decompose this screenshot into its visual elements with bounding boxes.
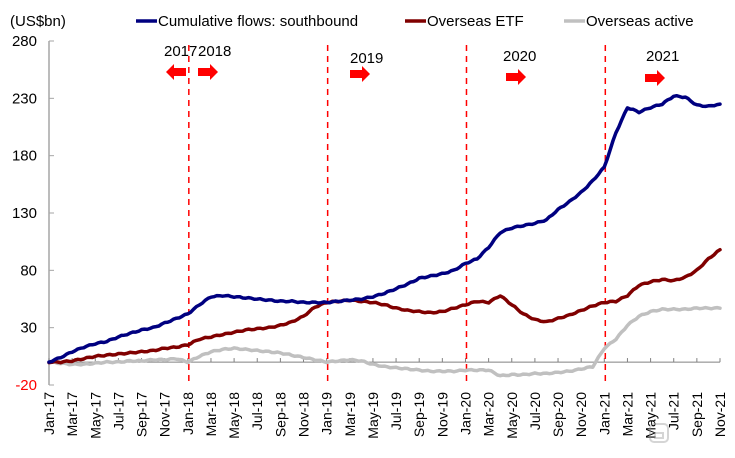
x-tick-label: May-20	[504, 392, 520, 439]
year-divider-lines	[188, 45, 607, 385]
x-tick-label: Sep-17	[134, 392, 150, 437]
x-tick-label: Jul-21	[666, 392, 682, 430]
watermark-logo	[649, 423, 669, 443]
x-tick-label: Jul-19	[388, 392, 404, 430]
year-label: 2019	[350, 50, 383, 67]
x-tick-label: Jan-18	[180, 392, 196, 435]
year-annotations: 2017 2018 2019 2020 2021	[164, 43, 679, 86]
x-tick-label: Nov-17	[157, 392, 173, 437]
series-line-overseas-etf	[47, 247, 722, 365]
y-tick-label: 80	[20, 262, 37, 279]
y-tick-label: 130	[12, 205, 37, 222]
x-tick-label: Mar-20	[481, 392, 497, 437]
x-tick-label: Jan-17	[41, 392, 57, 435]
y-tick-label: 30	[20, 320, 37, 337]
x-tick-label: Nov-18	[296, 392, 312, 437]
x-tick-label: Jan-20	[457, 392, 473, 435]
year-label: 2018	[198, 43, 231, 60]
x-tick-label: Nov-20	[573, 392, 589, 437]
watermark-glyph	[654, 432, 664, 439]
x-tick-label: May-21	[643, 392, 659, 439]
legend-label: Overseas active	[586, 13, 694, 30]
x-tick-label: Jan-21	[596, 392, 612, 435]
x-tick-label: Jul-17	[110, 392, 126, 430]
series-line-cumulative-flows-southbound	[47, 93, 722, 364]
year-label: 2017	[164, 43, 197, 60]
legend: Cumulative flows: southbound Overseas ETF…	[136, 13, 694, 30]
series-lines	[47, 93, 722, 378]
x-tick-label: Sep-20	[550, 392, 566, 437]
x-tick-label: Sep-21	[689, 392, 705, 437]
watermark-icon	[649, 423, 669, 443]
x-tick-label: Jul-18	[249, 392, 265, 430]
x-tick-label: Sep-18	[272, 392, 288, 437]
left-arrow-icon	[166, 64, 186, 80]
x-tick-label: May-17	[87, 392, 103, 439]
x-tick-label: Mar-18	[203, 392, 219, 437]
y-axis-label: (US$bn)	[10, 13, 66, 30]
y-tick-label: 230	[12, 90, 37, 107]
x-tick-label: Nov-19	[434, 392, 450, 437]
right-arrow-icon	[506, 69, 526, 85]
year-label: 2021	[646, 48, 679, 65]
legend-label: Overseas ETF	[427, 13, 524, 30]
right-arrow-icon	[198, 64, 218, 80]
series-line-overseas-active	[47, 305, 722, 378]
x-tick-label: Nov-21	[712, 392, 728, 437]
x-tick-label: Mar-21	[619, 392, 635, 437]
year-label: 2020	[503, 48, 536, 65]
x-tick-label: May-19	[365, 392, 381, 439]
x-tick-label: Jan-19	[319, 392, 335, 435]
y-axis: 280 230 180 130 80 30 -20	[12, 33, 54, 394]
legend-label: Cumulative flows: southbound	[158, 13, 358, 30]
y-tick-label: -20	[15, 377, 37, 394]
x-tick-label: Mar-17	[64, 392, 80, 437]
right-arrow-icon	[350, 66, 370, 82]
x-axis: Jan-17 Mar-17 May-17 Jul-17 Sep-17 Nov-17 Jan-…	[41, 358, 728, 439]
y-tick-label: 180	[12, 148, 37, 165]
right-arrow-icon	[645, 70, 665, 86]
x-tick-label: Sep-19	[411, 392, 427, 437]
x-tick-label: May-18	[226, 392, 242, 439]
x-tick-label: Mar-19	[342, 392, 358, 437]
x-tick-label: Jul-20	[527, 392, 543, 430]
y-tick-label: 280	[12, 33, 37, 50]
